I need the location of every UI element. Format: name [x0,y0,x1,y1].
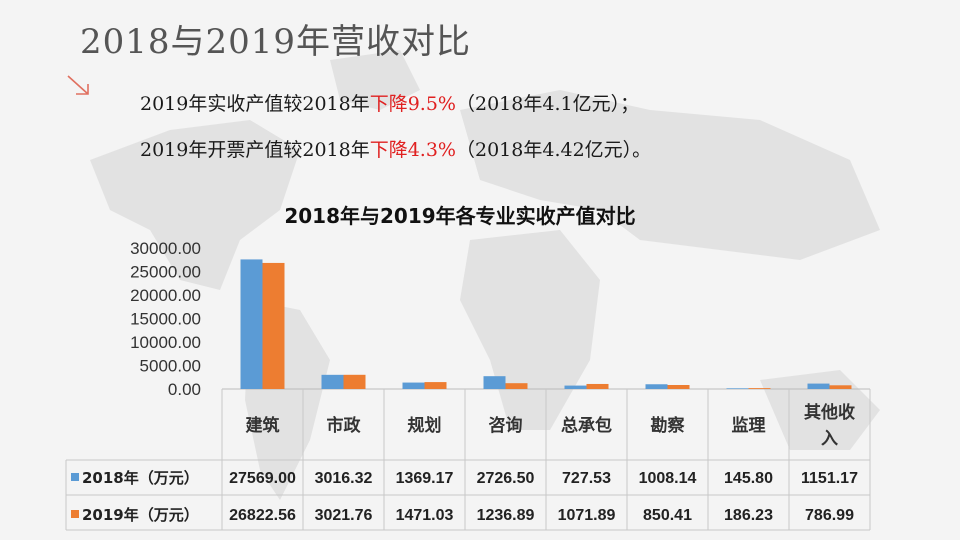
y-tick-label: 30000.00 [130,239,201,258]
summary-2-highlight: 下降4.3% [369,139,456,161]
legend-swatch-2018 [71,473,79,481]
data-label: 26822.56 [229,507,296,524]
data-label: 186.23 [724,507,773,524]
y-tick-label: 15000.00 [130,310,201,329]
data-label: 27569.00 [229,470,296,487]
y-tick-label: 25000.00 [130,263,201,282]
bar-2018 [807,383,830,389]
summary-2-note: （2018年4.42亿元）。 [456,139,652,161]
arrow-down-right-icon [67,75,89,95]
summary-line-2: 2019年开票产值较2018年下降4.3%（2018年4.42亿元）。 [140,135,651,162]
x-category-label: 总承包 [561,415,612,436]
data-label: 1008.14 [639,470,697,487]
bar-2019 [505,383,528,389]
data-label: 727.53 [562,470,611,487]
y-tick-label: 10000.00 [130,333,201,352]
bar-2019 [586,383,609,389]
data-label: 1236.89 [477,507,535,524]
data-label: 1369.17 [396,470,454,487]
legend-swatch-2019 [71,510,79,518]
data-label: 1471.03 [396,507,454,524]
x-category-label: 规划 [408,415,442,436]
summary-1-note: （2018年4.1亿元）； [456,93,640,115]
data-label: 786.99 [805,507,854,524]
x-category-label: 勘察 [651,415,686,436]
bar-2019 [829,385,852,389]
bar-2018 [483,376,506,389]
summary-1-text: 2019年实收产值较2018年 [140,93,370,115]
bar-2019 [424,382,447,389]
bar-2018 [402,382,425,389]
legend-series-label: 2018年（万元） [82,469,199,487]
data-label: 850.41 [643,507,692,524]
page-title: 2018与2019年营收对比 [80,22,472,62]
bar-2019 [343,374,366,389]
y-tick-label: 0.00 [168,380,201,399]
x-category-label: 其他收入 [804,402,855,449]
bar-2018 [240,259,263,389]
bar-2018 [564,385,587,389]
bar-2018 [321,374,344,389]
data-label: 3016.32 [315,470,373,487]
data-label: 1071.89 [558,507,616,524]
bar-2019 [262,262,285,389]
x-category-label: 市政 [327,415,362,436]
x-category-label: 建筑 [246,415,280,436]
summary-line-1: 2019年实收产值较2018年下降9.5%（2018年4.1亿元）； [140,89,639,116]
summary-1-highlight: 下降9.5% [369,93,456,115]
x-category-label: 咨询 [489,415,523,436]
data-label: 3021.76 [315,507,373,524]
bar-2019 [748,388,771,389]
data-label: 145.80 [724,470,773,487]
bar-2018 [726,388,749,389]
y-tick-label: 5000.00 [140,357,201,376]
data-label: 1151.17 [801,470,858,487]
legend-series-label: 2019年（万元） [82,506,199,524]
chart-title: 2018年与2019年各专业实收产值对比 [284,204,636,228]
bar-2018 [645,384,668,389]
y-tick-label: 20000.00 [130,286,201,305]
data-label: 2726.50 [477,470,535,487]
bar-2019 [667,385,690,389]
x-category-label: 监理 [732,415,766,436]
summary-2-text: 2019年开票产值较2018年 [140,139,370,161]
